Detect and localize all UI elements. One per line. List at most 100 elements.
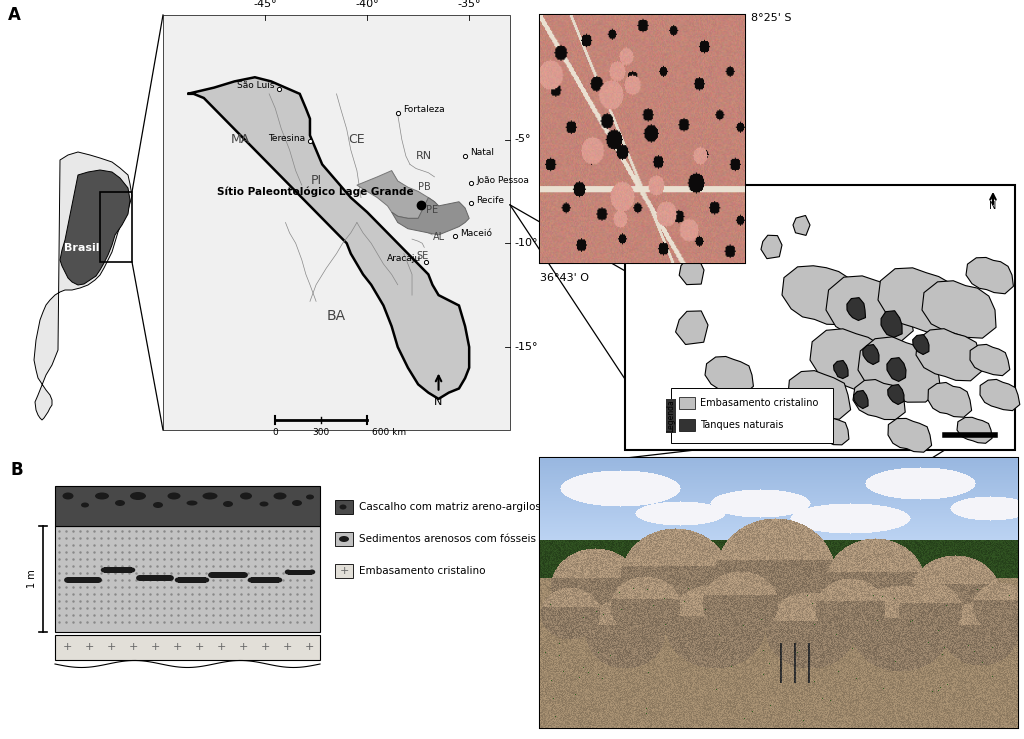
Polygon shape bbox=[685, 419, 715, 441]
Text: Maceió: Maceió bbox=[460, 229, 492, 238]
Ellipse shape bbox=[153, 502, 163, 508]
Text: C: C bbox=[547, 22, 557, 36]
Text: +: + bbox=[195, 642, 204, 652]
Text: Aracaju: Aracaju bbox=[387, 254, 421, 263]
Polygon shape bbox=[862, 344, 879, 364]
Ellipse shape bbox=[166, 575, 174, 581]
Text: 300: 300 bbox=[312, 428, 330, 437]
Text: +: + bbox=[106, 642, 116, 652]
Polygon shape bbox=[916, 329, 982, 381]
Bar bbox=[251, 577, 279, 583]
Text: PE: PE bbox=[426, 205, 438, 215]
Text: -5°: -5° bbox=[514, 134, 530, 145]
Text: 8°25' S: 8°25' S bbox=[751, 13, 792, 23]
Ellipse shape bbox=[240, 492, 252, 500]
Polygon shape bbox=[34, 152, 132, 420]
Ellipse shape bbox=[115, 500, 125, 506]
Text: +: + bbox=[62, 642, 72, 652]
Bar bbox=[288, 570, 312, 574]
Text: B: B bbox=[10, 461, 23, 479]
Text: +: + bbox=[260, 642, 269, 652]
Bar bbox=[335, 564, 353, 578]
Text: -35°: -35° bbox=[458, 0, 481, 9]
Polygon shape bbox=[957, 418, 992, 443]
Polygon shape bbox=[922, 281, 996, 338]
Text: 0: 0 bbox=[272, 428, 279, 437]
Text: -40°: -40° bbox=[355, 0, 379, 9]
Text: N: N bbox=[989, 201, 996, 211]
Bar bbox=[540, 458, 1018, 728]
Polygon shape bbox=[887, 358, 906, 381]
Ellipse shape bbox=[168, 492, 180, 500]
Text: -45°: -45° bbox=[253, 0, 276, 9]
Text: D: D bbox=[631, 192, 642, 206]
Polygon shape bbox=[928, 383, 972, 418]
Polygon shape bbox=[810, 415, 849, 445]
Ellipse shape bbox=[186, 500, 198, 505]
Text: +: + bbox=[283, 642, 292, 652]
Polygon shape bbox=[679, 259, 705, 285]
Text: A: A bbox=[8, 6, 20, 24]
Polygon shape bbox=[187, 78, 469, 399]
Text: +: + bbox=[172, 642, 181, 652]
Bar bbox=[55, 635, 319, 660]
Ellipse shape bbox=[273, 492, 287, 500]
Polygon shape bbox=[391, 197, 469, 235]
Ellipse shape bbox=[275, 577, 283, 582]
Text: 600 km: 600 km bbox=[372, 428, 407, 437]
Ellipse shape bbox=[292, 500, 302, 506]
Ellipse shape bbox=[306, 494, 314, 500]
Text: PI: PI bbox=[310, 174, 322, 188]
Bar bbox=[671, 388, 833, 443]
Bar bbox=[55, 526, 319, 632]
Text: Embasamento cristalino: Embasamento cristalino bbox=[700, 398, 818, 408]
Bar bbox=[335, 500, 353, 514]
Text: +: + bbox=[239, 642, 248, 652]
Polygon shape bbox=[742, 418, 777, 443]
Polygon shape bbox=[676, 311, 708, 344]
Text: São Luís: São Luís bbox=[237, 81, 274, 90]
Polygon shape bbox=[970, 344, 1010, 375]
Ellipse shape bbox=[136, 575, 144, 581]
Text: +: + bbox=[216, 642, 225, 652]
Text: Sítio Paleontológico Lage Grande: Sítio Paleontológico Lage Grande bbox=[217, 186, 414, 197]
Polygon shape bbox=[793, 216, 810, 236]
Text: SE: SE bbox=[416, 251, 428, 261]
Text: RN: RN bbox=[416, 151, 432, 161]
Ellipse shape bbox=[65, 577, 72, 583]
Polygon shape bbox=[888, 418, 932, 452]
Ellipse shape bbox=[95, 492, 109, 500]
Ellipse shape bbox=[340, 505, 346, 509]
Text: AL: AL bbox=[432, 232, 444, 242]
Polygon shape bbox=[854, 390, 868, 409]
Ellipse shape bbox=[259, 502, 268, 506]
Polygon shape bbox=[60, 170, 130, 285]
Ellipse shape bbox=[248, 577, 254, 582]
Polygon shape bbox=[881, 310, 902, 338]
Ellipse shape bbox=[208, 572, 216, 578]
Polygon shape bbox=[788, 371, 851, 419]
Ellipse shape bbox=[223, 501, 233, 507]
Text: 36°43' O: 36°43' O bbox=[540, 273, 589, 283]
Text: BA: BA bbox=[327, 309, 346, 323]
Ellipse shape bbox=[285, 570, 291, 574]
Text: -10°: -10° bbox=[514, 238, 538, 248]
Text: CE: CE bbox=[348, 133, 366, 146]
Text: E: E bbox=[547, 465, 556, 479]
Text: Natal: Natal bbox=[470, 149, 495, 157]
Text: Sedimentos arenosos com fósseis: Sedimentos arenosos com fósseis bbox=[359, 534, 536, 544]
Text: Embasamento cristalino: Embasamento cristalino bbox=[359, 566, 485, 576]
Ellipse shape bbox=[309, 570, 315, 574]
Polygon shape bbox=[853, 380, 905, 420]
Bar bbox=[540, 15, 745, 263]
Polygon shape bbox=[834, 361, 848, 378]
Bar bbox=[55, 486, 319, 526]
Text: +: + bbox=[84, 642, 93, 652]
Ellipse shape bbox=[129, 568, 135, 573]
Polygon shape bbox=[888, 384, 904, 404]
Ellipse shape bbox=[81, 503, 89, 508]
Ellipse shape bbox=[94, 577, 102, 583]
Bar bbox=[212, 572, 244, 578]
Text: Recife: Recife bbox=[476, 196, 504, 205]
Text: Fortaleza: Fortaleza bbox=[402, 106, 444, 115]
